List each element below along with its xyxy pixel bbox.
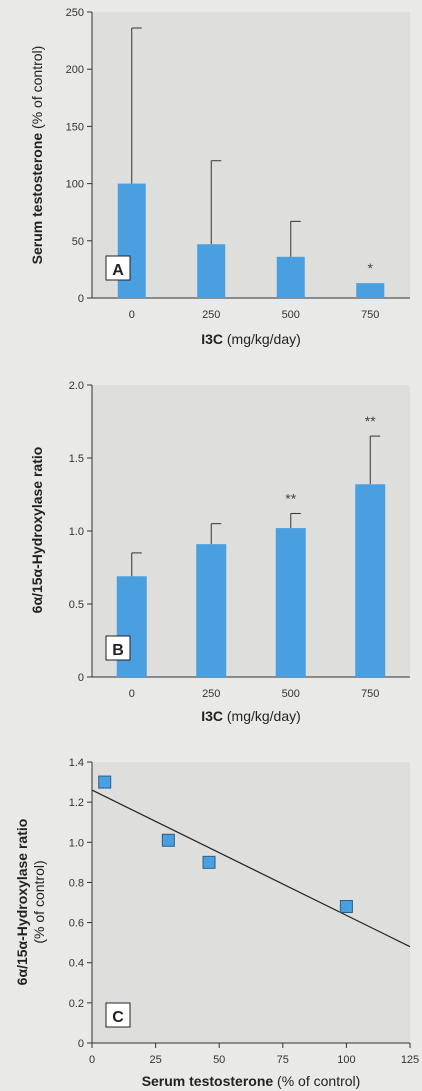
panel-b: 0 0.5 1.0 1.5 2.0 0 250 500 750 ** ** B 6α/15α-H… <box>29 380 410 724</box>
significance-marker: ** <box>285 490 296 506</box>
y-tick-label: 1.2 <box>69 797 84 809</box>
panel-a: 0 50 100 150 200 250 0 250 500 750 * A Serum tes… <box>29 7 410 347</box>
panel-c: 0 0.2 0.4 0.6 0.8 1.0 1.2 1.4 0 25 50 75 100 125 C 6… <box>14 757 419 1089</box>
y-tick-label: 1.0 <box>69 526 84 538</box>
y-tick-label: 200 <box>66 64 84 76</box>
y-tick-label: 0.2 <box>69 998 84 1010</box>
panel-label-a-box: A <box>105 255 131 281</box>
y-tick-label: 0.5 <box>69 599 84 611</box>
data-point <box>339 900 353 914</box>
y-tick-label: 2.0 <box>69 380 84 392</box>
y-tick-label: 0 <box>78 1038 84 1050</box>
x-tick-label: 0 <box>129 309 135 321</box>
panel-label-c-box: C <box>105 1002 131 1028</box>
panel-label-a: A <box>112 262 124 279</box>
bar <box>355 484 386 677</box>
bar <box>117 183 146 298</box>
trend-line <box>91 789 411 948</box>
significance-marker: ** <box>365 413 376 429</box>
significance-marker: * <box>368 260 374 276</box>
bar <box>197 244 226 298</box>
data-point <box>98 775 112 789</box>
x-tick-label: 250 <box>202 309 220 321</box>
bar <box>276 256 305 298</box>
x-tick-label: 750 <box>361 309 379 321</box>
y-axis-label-c: 6α/15α-Hydroxylase ratio <box>14 819 30 986</box>
y-tick-label: 0.8 <box>69 877 84 889</box>
bar <box>116 576 147 677</box>
x-tick-label: 100 <box>337 1054 355 1066</box>
x-tick-label: 500 <box>282 688 300 700</box>
x-tick-label: 50 <box>213 1054 225 1066</box>
y-tick-label: 100 <box>66 179 84 191</box>
x-tick-label: 75 <box>277 1054 289 1066</box>
y-tick-label: 150 <box>66 121 84 133</box>
y-tick-label: 0 <box>78 672 84 684</box>
y-tick-label: 1.0 <box>69 837 84 849</box>
y-axis-label-a: Serum testosterone (% of control) <box>29 46 45 265</box>
data-point <box>202 855 216 869</box>
y-tick-label: 0 <box>78 293 84 305</box>
y-axis-sublabel-c: (% of control) <box>31 860 47 943</box>
x-axis-label-a: I3C (mg/kg/day) <box>201 331 301 347</box>
y-tick-label: 0.4 <box>69 958 84 970</box>
x-tick-label: 25 <box>149 1054 161 1066</box>
panel-label-b: B <box>112 642 124 659</box>
x-axis-label-c: Serum testosterone (% of control) <box>142 1073 361 1089</box>
x-tick-label: 0 <box>89 1054 95 1066</box>
data-point <box>161 833 175 847</box>
bar <box>356 283 385 298</box>
y-tick-label: 1.5 <box>69 453 84 465</box>
panel-label-b-box: B <box>105 635 131 661</box>
y-tick-label: 1.4 <box>69 757 84 769</box>
panel-label-c: C <box>112 1009 124 1026</box>
x-tick-label: 500 <box>282 309 300 321</box>
bar <box>275 528 306 677</box>
x-tick-label: 750 <box>361 688 379 700</box>
y-tick-label: 50 <box>72 236 84 248</box>
y-axis-label-b: 6α/15α-Hydroxylase ratio <box>29 447 45 614</box>
x-tick-label: 250 <box>202 688 220 700</box>
bar <box>196 544 227 677</box>
x-tick-label: 125 <box>401 1054 419 1066</box>
x-axis-label-b: I3C (mg/kg/day) <box>201 708 301 724</box>
y-tick-label: 0.6 <box>69 918 84 930</box>
x-tick-label: 0 <box>129 688 135 700</box>
plot-area-c <box>92 762 410 1043</box>
y-tick-label: 250 <box>66 7 84 19</box>
